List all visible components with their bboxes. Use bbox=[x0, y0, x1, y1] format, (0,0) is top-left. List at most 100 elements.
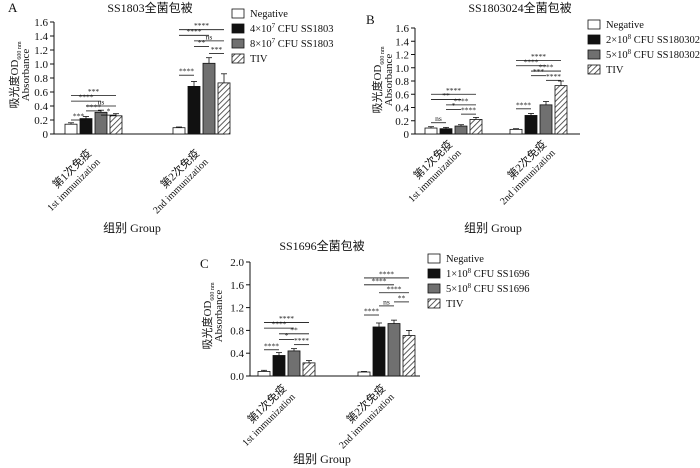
sig-label: **** bbox=[539, 63, 554, 72]
legend-label: 8×107 CFU SS1803 bbox=[250, 37, 334, 50]
panel-b-legend: Negative 2×108 CFU SS1803024 5×108 CFU SS1… bbox=[587, 19, 700, 76]
y-tick-label: 0.2 bbox=[34, 115, 48, 127]
bar bbox=[454, 125, 468, 135]
svg-text:Absorbance: Absorbance bbox=[383, 54, 395, 107]
panel-a-plot: 00.20.40.60.81.01.21.41.6*******ns**** **… bbox=[34, 17, 231, 141]
sig-label: **** bbox=[531, 52, 546, 61]
y-tick-label: 1.2 bbox=[230, 303, 244, 315]
y-tick-label: 1.2 bbox=[395, 50, 409, 62]
sig-label: **** bbox=[194, 21, 209, 30]
legend-swatch bbox=[231, 53, 245, 64]
bar bbox=[424, 127, 438, 135]
y-tick-label: 0.2 bbox=[395, 116, 409, 128]
bar bbox=[272, 355, 286, 377]
legend-swatch bbox=[587, 34, 601, 45]
bar bbox=[109, 115, 123, 135]
svg-text:吸光度OD600 nm: 吸光度OD600 nm bbox=[200, 282, 216, 349]
bar bbox=[554, 85, 568, 135]
legend-swatch bbox=[427, 283, 441, 294]
legend-label: 2×108 CFU SS1803024 bbox=[606, 33, 700, 46]
panel-c-legend: Negative 1×108 CFU SS1696 5×108 CFU SS1696… bbox=[427, 253, 530, 310]
panel-c-y-title: 吸光度OD600 nm Absorbance bbox=[200, 282, 225, 349]
panel-c-x-title: 组别 Group bbox=[293, 452, 351, 466]
y-tick-label: 0.6 bbox=[34, 87, 48, 99]
legend-label: 5×108 CFU SS1696 bbox=[446, 282, 530, 295]
legend-label: TIV bbox=[250, 54, 268, 65]
sig-label: **** bbox=[454, 96, 469, 105]
y-tick-label: 0 bbox=[404, 129, 410, 141]
bar bbox=[524, 115, 538, 135]
panel-b-x-labels: 第1次免疫 1st immunization 第2次免疫 2nd immuniz… bbox=[407, 137, 558, 207]
bar bbox=[509, 128, 523, 135]
y-tick-label: 1.6 bbox=[34, 17, 48, 29]
sig-label: **** bbox=[461, 106, 476, 115]
sig-label: ** bbox=[198, 38, 206, 47]
bar bbox=[539, 104, 553, 135]
panel-b-y-title: 吸光度OD600 nm Absorbance bbox=[370, 46, 395, 113]
panel-b-plot: 00.20.40.60.81.01.21.41.6***************… bbox=[395, 23, 580, 141]
bar bbox=[64, 123, 78, 135]
panel-c-plot: 0.00.40.81.21.62.0**********************… bbox=[230, 257, 420, 383]
sig-label: **** bbox=[516, 100, 531, 109]
panel-a: A SS1803全菌包被 吸光度OD600 nm Absorbance 0 0.2… bbox=[7, 0, 334, 235]
sig-label: ** bbox=[290, 325, 298, 334]
sig-label: **** bbox=[546, 72, 561, 81]
panel-c-x-labels: 第1次免疫 1st immunization 第2次免疫 2nd immuniz… bbox=[241, 381, 397, 451]
svg-text:吸光度OD600 nm: 吸光度OD600 nm bbox=[7, 41, 23, 108]
y-tick-label: 0 bbox=[43, 129, 49, 141]
svg-text:吸光度OD600 nm: 吸光度OD600 nm bbox=[370, 46, 386, 113]
legend-label: TIV bbox=[446, 299, 464, 310]
sig-label: ** bbox=[442, 91, 450, 100]
sig-label: **** bbox=[524, 57, 539, 66]
legend-label: 1×108 CFU SS1696 bbox=[446, 267, 530, 280]
bar bbox=[357, 371, 371, 377]
sig-label: *** bbox=[211, 45, 223, 54]
panel-b: B SS1803024全菌包被 吸光度OD600 nm Absorbance 0… bbox=[366, 0, 700, 235]
panel-a-legend: Negative 4×107 CFU SS1803 8×107 CFU SS1803… bbox=[231, 8, 334, 65]
legend-swatch bbox=[427, 268, 441, 279]
legend-swatch bbox=[427, 253, 441, 264]
bar bbox=[79, 118, 93, 135]
panel-letter-c: C bbox=[200, 256, 209, 271]
y-tick-label: 2.0 bbox=[230, 257, 244, 269]
y-tick-label: 1.4 bbox=[395, 36, 409, 48]
bar bbox=[94, 111, 108, 135]
y-tick-label: 0.4 bbox=[230, 348, 244, 360]
legend-label: Negative bbox=[606, 20, 644, 31]
legend-swatch bbox=[427, 298, 441, 309]
bar bbox=[469, 119, 483, 135]
y-tick-label: 0.4 bbox=[34, 101, 48, 113]
legend-label: Negative bbox=[250, 9, 288, 20]
legend-label: TIV bbox=[606, 65, 624, 76]
sig-label: ns bbox=[206, 32, 213, 41]
y-tick-label: 1.6 bbox=[230, 280, 244, 292]
panel-c: C SS1696全菌包被 吸光度OD600 nm Absorbance 0.0 0… bbox=[200, 238, 530, 466]
panel-b-title: SS1803024全菌包被 bbox=[468, 0, 571, 15]
y-tick-label: 0.8 bbox=[230, 325, 244, 337]
sig-label: **** bbox=[446, 86, 461, 95]
bar bbox=[217, 82, 231, 135]
bar bbox=[202, 62, 216, 135]
y-tick-label: 0.8 bbox=[395, 76, 409, 88]
sig-label: **** bbox=[264, 341, 279, 350]
sig-label: **** bbox=[387, 284, 402, 293]
sig-label: ** bbox=[398, 293, 406, 302]
legend-label: Negative bbox=[446, 254, 484, 265]
legend-swatch bbox=[231, 38, 245, 49]
sig-label: **** bbox=[179, 67, 194, 76]
y-tick-label: 1.0 bbox=[395, 63, 409, 75]
svg-text:Absorbance: Absorbance bbox=[20, 49, 32, 102]
legend-swatch bbox=[587, 19, 601, 30]
y-tick-label: 0.0 bbox=[230, 371, 244, 383]
bar bbox=[302, 362, 316, 377]
y-tick-label: 0.4 bbox=[395, 103, 409, 115]
sig-label: * bbox=[107, 107, 111, 116]
legend-label: 5×108 CFU SS1803024 bbox=[606, 48, 700, 61]
bar bbox=[387, 323, 401, 377]
bar bbox=[172, 127, 186, 135]
bar bbox=[402, 335, 416, 377]
panel-a-x-labels: 第1次免疫 1st immunization 第2次免疫 2nd immuniz… bbox=[46, 146, 211, 216]
sig-label: **** bbox=[379, 269, 394, 278]
panel-a-x-title: 组别 Group bbox=[103, 221, 161, 235]
panel-letter-b: B bbox=[366, 12, 375, 27]
